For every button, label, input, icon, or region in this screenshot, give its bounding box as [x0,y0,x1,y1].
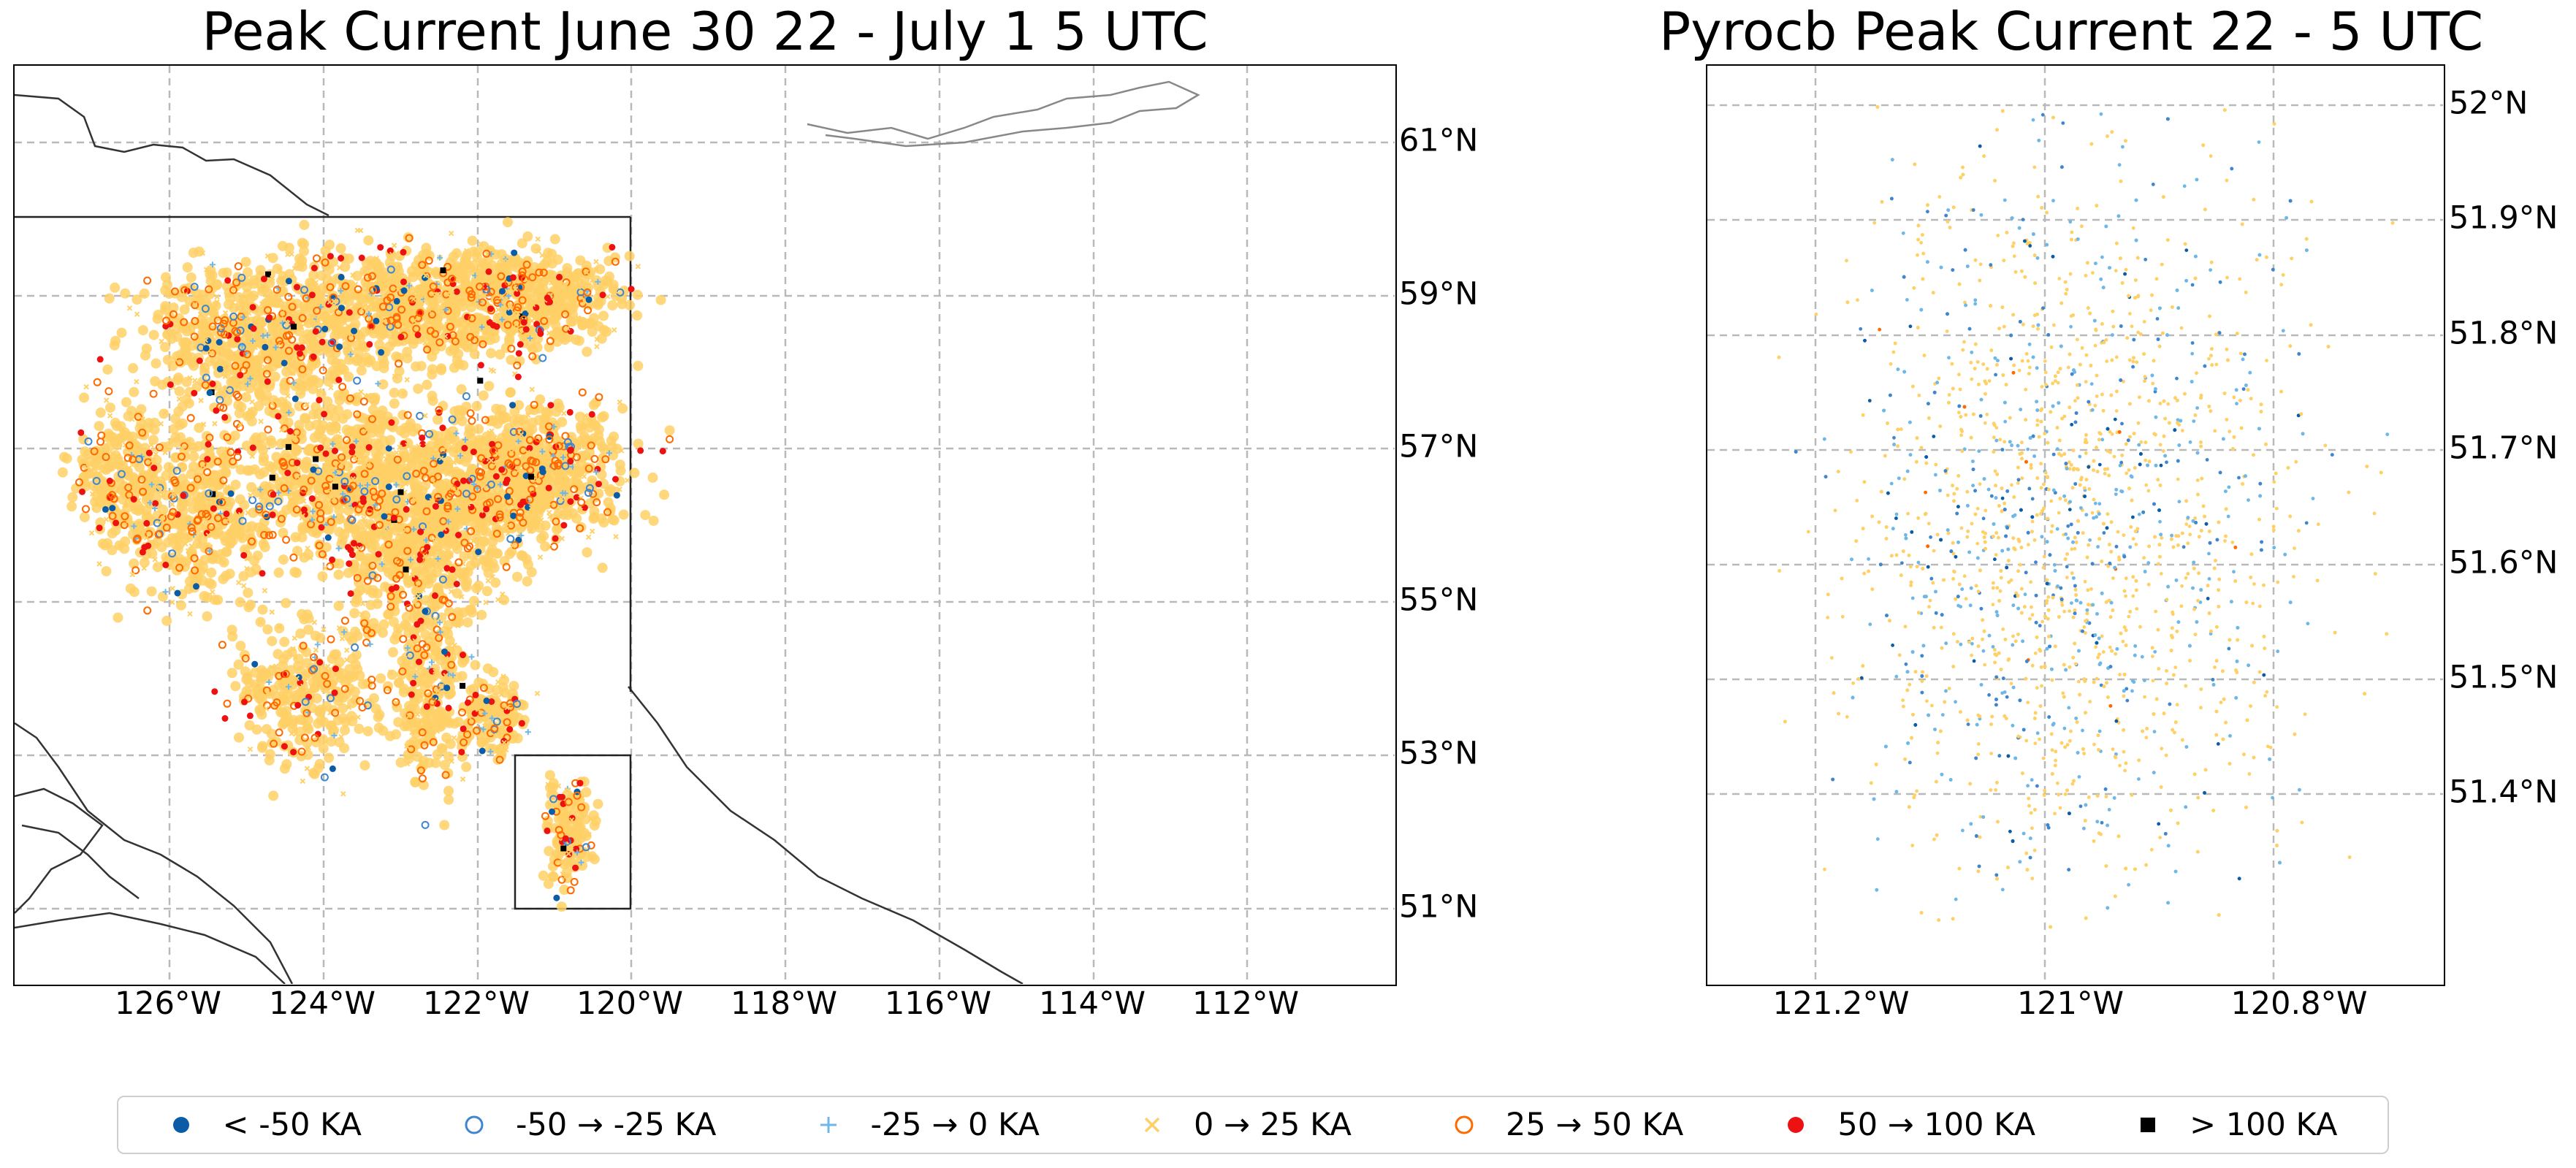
left-map [13,64,1397,986]
lat-tick-label: 51°N [1399,888,1479,925]
legend-item: 25 → 50 KA [1452,1107,1683,1143]
legend-label: 25 → 50 KA [1505,1107,1684,1143]
legend-label: 50 → 100 KA [1837,1107,2036,1143]
open-circle-marker-icon [462,1112,487,1137]
lat-tick-label: 61°N [1399,122,1479,159]
lat-tick-label: 51.9°N [2449,199,2558,237]
pyrocb-strikes [1777,105,2395,929]
legend-item: 50 → 100 KA [1783,1107,2035,1143]
lat-tick-label: 51.4°N [2449,774,2558,811]
legend-label: -50 → -25 KA [516,1107,717,1143]
coastlines [15,80,1200,984]
lat-tick-label: 51.7°N [2449,430,2558,467]
inset-box [514,754,632,910]
lat-tick-label: 51.8°N [2449,315,2558,352]
lon-tick-label: 118°W [730,985,838,1022]
lat-tick-label: 53°N [1399,735,1479,772]
lat-tick-label: 59°N [1399,275,1479,313]
left-map-canvas [15,66,1395,984]
legend-label: < -50 KA [222,1107,362,1143]
open-circle-marker-icon [1452,1112,1476,1137]
lat-tick-label: 51.6°N [2449,544,2558,581]
lat-tick-label: 57°N [1399,428,1479,465]
filled-square-marker-icon [2135,1112,2160,1137]
right-map-canvas [1707,66,2443,984]
legend-label: 0 → 25 KA [1193,1107,1352,1143]
lon-tick-label: 124°W [268,985,376,1022]
plus-marker-icon [816,1112,841,1137]
legend-label: > 100 KA [2190,1107,2338,1143]
province-borders [15,215,632,692]
filled-circle-marker-icon [1783,1112,1808,1137]
lon-tick-label: 116°W [884,985,992,1022]
gridlines [1707,66,2443,984]
x-marker-icon [1140,1112,1165,1137]
right-map-title: Pyrocb Peak Current 22 - 5 UTC [1658,1,2484,62]
lat-tick-label: 51.5°N [2449,659,2558,696]
legend-item: > 100 KA [2135,1107,2337,1143]
lon-tick-label: 112°W [1192,985,1300,1022]
lon-tick-label: 120.8°W [2230,985,2368,1022]
lon-tick-label: 114°W [1038,985,1146,1022]
lon-tick-label: 122°W [422,985,530,1022]
lat-tick-label: 52°N [2449,85,2529,122]
legend: < -50 KA -50 → -25 KA -25 → 0 KA 0 → 25 … [117,1096,2389,1154]
legend-item: 0 → 25 KA [1140,1107,1352,1143]
lightning-strikes [57,217,675,912]
lat-tick-label: 55°N [1399,581,1479,619]
right-map [1706,64,2445,986]
legend-item: -25 → 0 KA [816,1107,1040,1143]
legend-item: < -50 KA [169,1107,362,1143]
legend-label: -25 → 0 KA [870,1107,1040,1143]
filled-circle-marker-icon [169,1112,194,1137]
lon-tick-label: 120°W [576,985,684,1022]
lon-tick-label: 121°W [2016,985,2125,1022]
lon-tick-label: 126°W [114,985,222,1022]
left-map-title: Peak Current June 30 22 - July 1 5 UTC [202,1,1208,62]
legend-item: -50 → -25 KA [462,1107,716,1143]
lon-tick-label: 121.2°W [1772,985,1910,1022]
